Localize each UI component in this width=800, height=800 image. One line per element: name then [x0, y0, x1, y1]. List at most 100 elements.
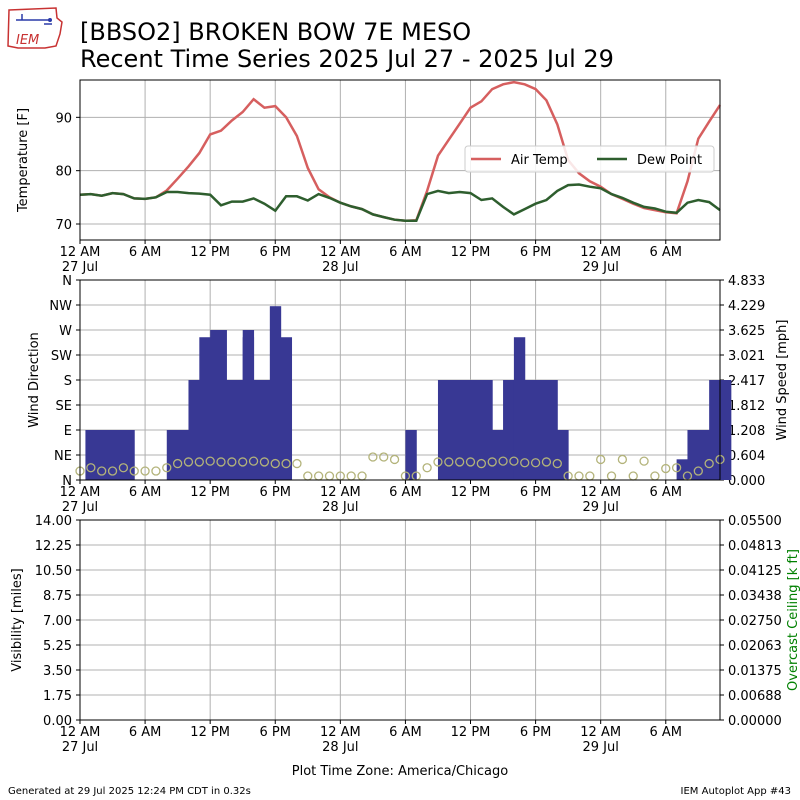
wind-speed-point: [422, 463, 432, 473]
y-axis-label: Visibility [miles]: [10, 568, 25, 671]
y2-tick-label: 0.04813: [728, 539, 782, 554]
y2-tick-label: 0.604: [728, 449, 765, 464]
wind-speed-point: [183, 457, 194, 467]
wind-direction-bar: [437, 380, 450, 480]
x-tick-label: 12 AM: [320, 485, 361, 500]
x-tick-date: 29 Jul: [582, 740, 618, 755]
wind-speed-point: [97, 466, 107, 476]
y-tick-label: N: [62, 474, 72, 489]
x-tick-label: 6 AM: [389, 485, 422, 500]
wind-speed-point: [455, 457, 465, 467]
plot-frame: [79, 79, 721, 241]
wind-direction-bar: [242, 337, 255, 480]
x-tick-label: 12 PM: [451, 245, 491, 260]
wind-direction-bar: [492, 430, 504, 480]
legend: Air Temp Dew Point: [464, 145, 715, 173]
wind-speed-point: [281, 458, 291, 469]
wind-direction-bar: [524, 380, 537, 480]
x-tick-label: 12 AM: [580, 485, 621, 500]
y-tick-label: 8.75: [43, 589, 72, 604]
x-tick-date: 27 Jul: [62, 740, 98, 755]
wind-speed-point: [498, 456, 508, 466]
y2-tick-label: 0.04125: [728, 564, 782, 579]
x-tick-label: 6 AM: [129, 245, 162, 260]
wind-speed-point: [379, 452, 389, 462]
x-tick-label: 6 AM: [650, 245, 683, 260]
wind-direction-bar: [459, 380, 472, 480]
y2-tick-label: 0.01375: [728, 664, 782, 679]
y2-tick-label: 0.05500: [728, 514, 782, 529]
y2-tick-label: 1.812: [728, 399, 765, 414]
x-tick-label: 6 AM: [129, 725, 162, 740]
wind-direction-bar: [709, 380, 721, 480]
y2-tick-label: 0.02063: [728, 639, 782, 654]
x-tick-date: 27 Jul: [62, 260, 98, 275]
y2-tick-label: 0.03438: [728, 589, 782, 604]
x-tick-label: 12 PM: [451, 485, 491, 500]
footer-generated: Generated at 29 Jul 2025 12:24 PM CDT in…: [8, 786, 251, 797]
x-tick-label: 12 AM: [580, 725, 621, 740]
wind-barb-icon: [16, 14, 52, 25]
plot-frame: [79, 279, 721, 481]
y-tick-label: SW: [51, 349, 72, 364]
x-tick-label: 6 PM: [520, 725, 551, 740]
x-tick-label: 6 AM: [389, 245, 422, 260]
wind-speed-point: [86, 463, 96, 473]
wind-speed-point: [238, 457, 248, 467]
y-tick-label: 80: [55, 165, 72, 180]
wind-speed-point: [650, 471, 660, 481]
wind-direction-bar: [101, 430, 114, 480]
y-tick-label: 70: [55, 218, 72, 233]
y-tick-label: 14.00: [35, 514, 72, 529]
x-tick-label: 6 PM: [520, 485, 551, 500]
wind-speed-point: [129, 466, 139, 476]
y-tick-label: NW: [49, 299, 72, 314]
y-axis-label: Temperature [F]: [16, 108, 31, 213]
y-tick-label: S: [64, 374, 72, 389]
wind-speed-point: [292, 458, 302, 469]
x-tick-label: 12 AM: [60, 725, 101, 740]
wind-speed-point: [248, 456, 259, 466]
wind-speed-point: [118, 463, 129, 473]
x-tick-label: 12 PM: [190, 725, 230, 740]
x-tick-label: 12 AM: [60, 485, 101, 500]
wind-speed-point: [303, 471, 313, 481]
wind-direction-bar: [513, 337, 526, 480]
wind-speed-point: [530, 458, 541, 468]
wind-direction-bar: [470, 380, 482, 480]
plot-frame: [79, 519, 721, 721]
wind-direction-bar: [676, 459, 688, 480]
wind-speed-point: [704, 458, 714, 469]
wind-speed-point: [541, 457, 552, 467]
wind-speed-point: [389, 454, 400, 465]
wind-speed-point: [172, 458, 183, 469]
y-tick-label: 90: [55, 111, 72, 126]
y-tick-label: 3.50: [43, 664, 72, 679]
wind-speed-point: [140, 466, 150, 476]
wind-speed-point: [151, 466, 161, 476]
wind-speed-point: [357, 471, 367, 481]
wind-direction-bar: [253, 380, 265, 480]
wind-direction-bar: [448, 380, 461, 480]
x-tick-label: 12 AM: [320, 245, 361, 260]
legend-box: [464, 145, 715, 173]
wind-direction-bar: [90, 430, 103, 480]
wind-speed-point: [671, 463, 682, 473]
wind-speed-point: [520, 458, 530, 468]
x-tick-label: 12 PM: [451, 725, 491, 740]
wind-speed-point: [194, 457, 204, 467]
wind-speed-point: [216, 457, 226, 467]
wind-speed-point: [465, 457, 476, 467]
wind-direction-bar: [535, 380, 547, 480]
y-tick-label: 1.75: [43, 689, 72, 704]
y-tick-label: N: [62, 274, 72, 289]
wind-speed-point: [162, 463, 172, 473]
x-tick-label: 6 PM: [260, 245, 291, 260]
wind-speed-point: [476, 458, 487, 469]
wind-direction-bar: [557, 430, 569, 480]
x-tick-label: 12 PM: [190, 485, 230, 500]
wind-speed-point: [107, 466, 118, 476]
